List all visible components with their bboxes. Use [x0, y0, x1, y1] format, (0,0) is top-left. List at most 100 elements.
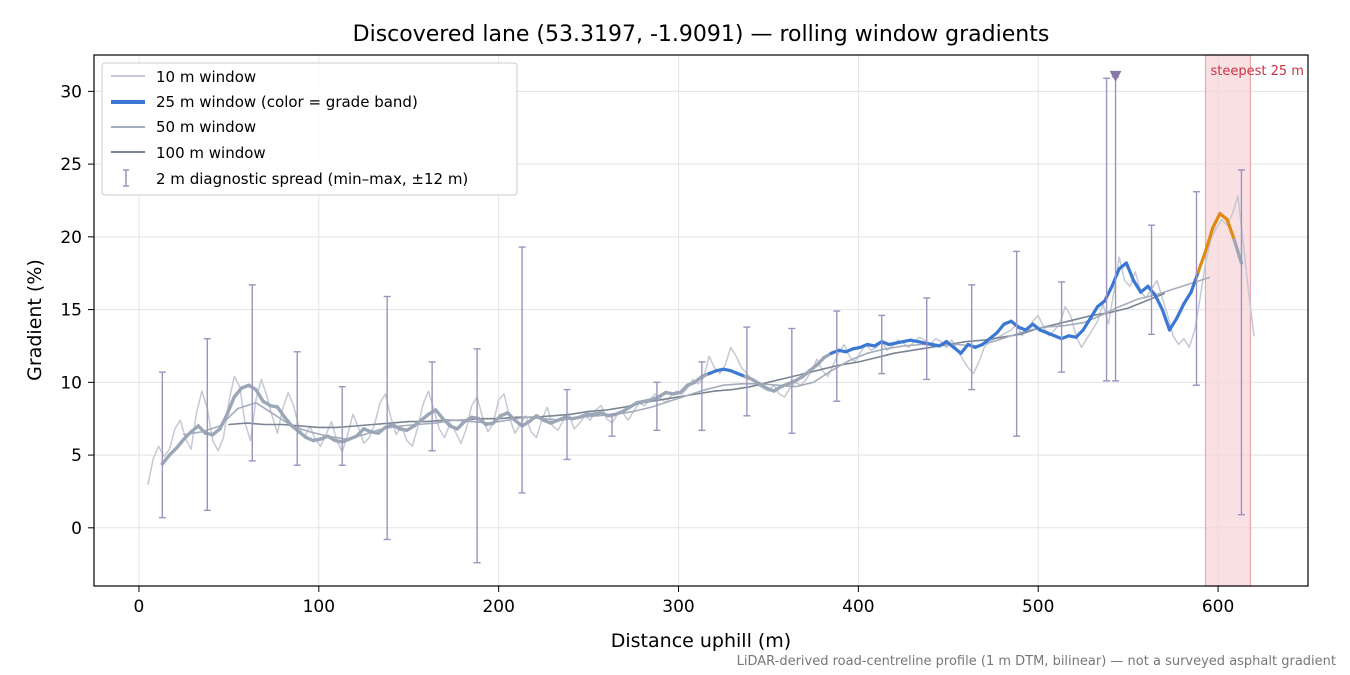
errorbar-17	[923, 297, 931, 381]
errorbar-24	[1192, 191, 1200, 386]
errorbar-8	[518, 246, 526, 494]
series-10m-line	[147, 195, 1255, 485]
series-25m-segment	[505, 411, 517, 422]
series-25m-segment	[1232, 238, 1244, 265]
errorbar-12	[698, 361, 706, 432]
series-25m-segment	[282, 415, 294, 428]
series-25m-segment	[218, 412, 229, 431]
series-25m-segment	[1203, 226, 1215, 253]
errorbar-3	[293, 351, 301, 466]
legend-swatch-err	[123, 169, 129, 187]
series-25m-segment	[1074, 328, 1085, 339]
plot-frame	[93, 54, 1309, 587]
errorbar-16	[878, 314, 886, 375]
y-tick-label-1: 5	[71, 446, 82, 466]
series-25m-segment	[254, 387, 265, 403]
legend-label-w10: 10 m window	[156, 68, 256, 86]
series-25m-segment	[1124, 261, 1136, 283]
x-tick-label-2: 200	[482, 597, 514, 617]
errorbar-5	[383, 295, 391, 541]
series-25m-segment	[441, 416, 452, 428]
y-tick-label-5: 25	[60, 155, 82, 175]
series-100m-line	[228, 292, 1165, 429]
series-25m-segment	[160, 453, 172, 466]
series-25m-segment	[182, 430, 193, 441]
series-25m-segment	[678, 383, 690, 395]
steepest-region-band	[1204, 54, 1252, 587]
errorbar-14	[788, 327, 796, 434]
series-25m-segment	[232, 386, 244, 399]
series-25m-segment	[1182, 290, 1193, 306]
series-25m-segment	[434, 408, 445, 421]
y-tick-label-0: 0	[71, 519, 82, 539]
series-25m-segment	[1196, 249, 1208, 274]
series-25m-segment	[491, 414, 503, 425]
series-25m-segment	[455, 419, 467, 431]
errorbar-layer	[158, 76, 1245, 564]
y-axis-label: Gradient (%)	[24, 259, 46, 381]
x-tick-label-4: 400	[842, 597, 874, 617]
y-ticks: 0 5 10 15 20 25 30	[60, 82, 94, 539]
errorbar-9	[563, 388, 571, 461]
x-axis-label: Distance uphill (m)	[611, 630, 791, 652]
legend-label-err: 2 m diagnostic spread (min–max, ±12 m)	[156, 170, 468, 188]
errorbar-2	[248, 284, 256, 462]
x-tick-label-3: 300	[662, 597, 694, 617]
errorbar-22	[1112, 76, 1120, 382]
off-scale-marker	[1109, 70, 1122, 82]
series-25m-segment	[1167, 316, 1179, 332]
series-25m-segment	[167, 446, 179, 457]
legend-box	[101, 62, 518, 196]
series-25m-segment	[196, 424, 208, 435]
series-25m-segment	[1153, 293, 1164, 312]
legend-label-w100: 100 m window	[156, 144, 266, 162]
series-50m-line	[183, 276, 1210, 440]
series-25m-segment	[1211, 211, 1222, 230]
x-ticks: 0 100 200 300 400 500 600	[134, 586, 1234, 617]
errorbar-19	[1013, 250, 1021, 437]
legend-label-w50: 50 m window	[156, 118, 256, 136]
errorbar-0	[158, 371, 166, 519]
marker-layer	[1109, 70, 1122, 82]
series-25m-segment	[275, 405, 287, 419]
errorbar-6	[428, 361, 436, 452]
series-layer	[147, 195, 1255, 485]
errorbar-21	[1103, 77, 1111, 382]
errorbar-4	[338, 385, 346, 466]
series-25m-segment	[1081, 316, 1092, 332]
x-tick-label-0: 0	[134, 597, 145, 617]
y-tick-label-4: 20	[60, 228, 82, 248]
errorbar-15	[833, 310, 841, 402]
errorbar-10	[608, 413, 616, 437]
errorbar-7	[473, 348, 481, 564]
series-25m-segment	[1175, 302, 1186, 320]
errorbar-11	[653, 381, 661, 432]
y-tick-label-3: 15	[60, 301, 82, 321]
series-25m-segment	[354, 427, 366, 438]
errorbar-1	[203, 337, 211, 512]
series-25m-segment	[1103, 284, 1114, 303]
series-25m-segment	[1160, 307, 1172, 332]
series-25m-segment	[959, 342, 970, 355]
x-tick-label-5: 500	[1022, 597, 1054, 617]
y-tick-label-6: 30	[60, 82, 82, 102]
steepest-region-label: steepest 25 m	[1210, 64, 1303, 79]
errorbar-25	[1237, 169, 1245, 516]
series-25m-segment	[1088, 305, 1100, 320]
chart-title: Discovered lane (53.3197, -1.9091) — rol…	[353, 22, 1050, 47]
errorbar-13	[743, 326, 751, 417]
errorbar-20	[1058, 281, 1066, 373]
series-25m-segment	[815, 355, 826, 367]
y-tick-label-2: 10	[60, 373, 82, 393]
errorbar-23	[1148, 224, 1156, 336]
series-25m-segment	[995, 322, 1006, 335]
x-tick-label-1: 100	[303, 597, 335, 617]
errorbar-18	[968, 284, 976, 391]
x-tick-label-6: 600	[1202, 597, 1234, 617]
series-25m-segment	[175, 437, 186, 450]
footnote: LiDAR-derived road-centreline profile (1…	[737, 654, 1336, 669]
legend: 10 m window 25 m window (color = grade b…	[101, 62, 518, 196]
steepest-region-layer: steepest 25 m	[1204, 54, 1304, 587]
series-25m-segment	[1131, 278, 1143, 294]
